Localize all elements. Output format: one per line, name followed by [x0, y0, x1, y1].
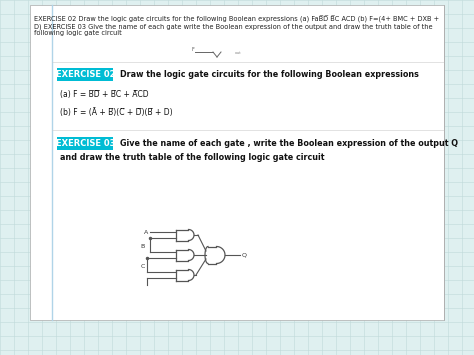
- Text: EXERCISE 03: EXERCISE 03: [56, 139, 115, 148]
- Text: EXERCISE 02 Draw the logic gate circuits for the following Boolean expressions (: EXERCISE 02 Draw the logic gate circuits…: [34, 16, 439, 23]
- FancyBboxPatch shape: [30, 5, 444, 320]
- Text: F: F: [192, 47, 195, 52]
- Text: B: B: [141, 244, 145, 248]
- Text: C: C: [141, 263, 145, 268]
- Text: (a) F = B̅D̅ + B̅C + A̅CD: (a) F = B̅D̅ + B̅C + A̅CD: [60, 89, 149, 98]
- Text: Draw the logic gate circuits for the following Boolean expressions: Draw the logic gate circuits for the fol…: [120, 70, 419, 79]
- FancyBboxPatch shape: [57, 137, 113, 149]
- Text: and draw the truth table of the following logic gate circuit: and draw the truth table of the followin…: [60, 153, 325, 162]
- Text: (b) F = (Ā + B̅)(C̅ + D̅)(B̅ + D): (b) F = (Ā + B̅)(C̅ + D̅)(B̅ + D): [60, 108, 173, 116]
- Text: A: A: [144, 229, 148, 235]
- Text: following logic gate circuit: following logic gate circuit: [34, 30, 122, 36]
- Text: D) EXERCISE 03 Give the name of each gate write the Boolean expression of the ou: D) EXERCISE 03 Give the name of each gat…: [34, 23, 433, 29]
- FancyBboxPatch shape: [57, 67, 113, 81]
- Text: Give the name of each gate , write the Boolean expression of the output Q: Give the name of each gate , write the B…: [120, 139, 458, 148]
- Text: out: out: [235, 51, 242, 55]
- Text: Q: Q: [242, 252, 247, 257]
- Text: EXERCISE 02: EXERCISE 02: [56, 70, 115, 79]
